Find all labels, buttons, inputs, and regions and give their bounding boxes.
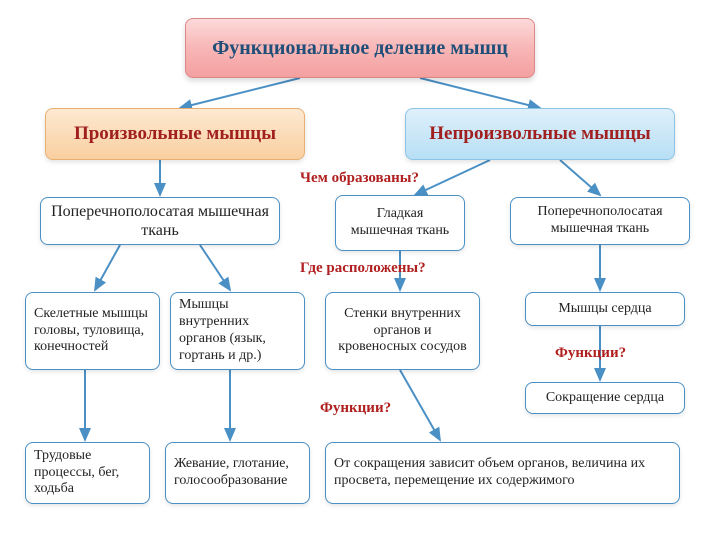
node-voluntary-text: Произвольные мышцы <box>74 123 276 145</box>
node-labor-text: Трудовые процессы, бег, ходьба <box>34 448 141 498</box>
node-striated1: Поперечнополосатая мышечная ткань <box>40 197 280 245</box>
question-functions-right: Функции? <box>555 345 626 362</box>
node-heart-text: Мышцы сердца <box>558 301 651 318</box>
node-striated2: Поперечнополосатая мышечная ткань <box>510 197 690 245</box>
node-skeletal: Скелетные мышцы головы, туловища, конечн… <box>25 292 160 370</box>
node-chew: Жевание, глотание, голосообразование <box>165 442 310 504</box>
node-smooth-text: Гладкая мышечная ткань <box>344 206 456 240</box>
node-involuntary: Непроизвольные мышцы <box>405 108 675 160</box>
node-root-text: Функциональное деление мышц <box>212 36 508 60</box>
question-functions-left: Функции? <box>320 400 391 417</box>
node-contract-text: Сокращение сердца <box>546 390 664 407</box>
node-contract: Сокращение сердца <box>525 382 685 414</box>
node-skeletal-text: Скелетные мышцы головы, туловища, конечн… <box>34 306 151 356</box>
node-labor: Трудовые процессы, бег, ходьба <box>25 442 150 504</box>
question-located: Где расположены? <box>300 260 426 277</box>
node-walls: Стенки внутренних органов и кровеносных … <box>325 292 480 370</box>
node-heart: Мышцы сердца <box>525 292 685 326</box>
node-voluntary: Произвольные мышцы <box>45 108 305 160</box>
node-striated1-text: Поперечнополосатая мышечная ткань <box>49 202 271 240</box>
node-striated2-text: Поперечнополосатая мышечная ткань <box>519 204 681 238</box>
node-walls-text: Стенки внутренних органов и кровеносных … <box>334 306 471 356</box>
question-formed-by: Чем образованы? <box>300 170 419 187</box>
node-smooth: Гладкая мышечная ткань <box>335 195 465 251</box>
node-internal-text: Мышцы внутренних органов (язык, гортань … <box>179 297 296 364</box>
node-internal: Мышцы внутренних органов (язык, гортань … <box>170 292 305 370</box>
node-chew-text: Жевание, глотание, голосообразование <box>174 456 301 490</box>
node-root: Функциональное деление мышц <box>185 18 535 78</box>
node-involuntary-text: Непроизвольные мышцы <box>429 123 650 145</box>
node-volume: От сокращения зависит объем органов, вел… <box>325 442 680 504</box>
node-volume-text: От сокращения зависит объем органов, вел… <box>334 456 671 490</box>
